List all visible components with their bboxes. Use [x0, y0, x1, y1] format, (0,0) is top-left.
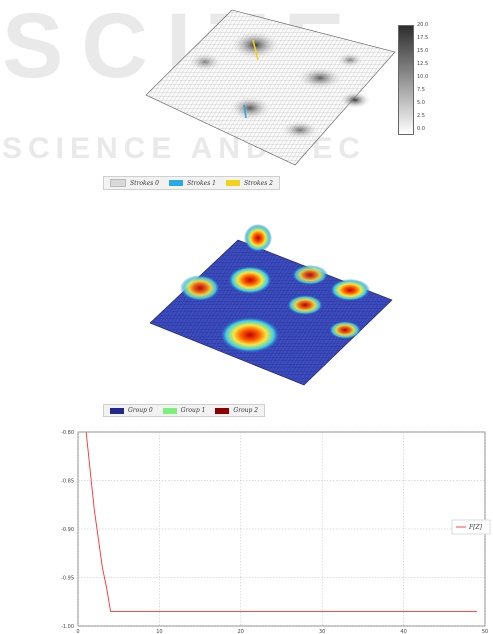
colorbar-tick: 5.0 [417, 100, 425, 106]
stroke-2-line [252, 39, 259, 61]
groups-legend: Group 0 Group 1 Group 2 [103, 404, 266, 417]
series-line [85, 431, 477, 612]
legend-item: Strokes 2 [226, 180, 273, 187]
x-tick-label: 50 [482, 629, 488, 634]
legend-swatch [110, 407, 124, 414]
colorbar-tick: 12.5 [417, 61, 429, 67]
y-tick-label: -0.85 [61, 479, 74, 485]
legend-label: Group 2 [233, 407, 259, 414]
colorbar-tick: 7.5 [417, 87, 425, 93]
colorbar-tick: 20.0 [417, 22, 429, 28]
legend-item: Strokes 1 [169, 180, 216, 187]
legend-item: Strokes 0 [110, 179, 159, 187]
chart-legend-box [451, 519, 491, 535]
colorbar-tick: 0.0 [417, 126, 425, 132]
legend-swatch [162, 407, 177, 414]
x-tick-label: 20 [238, 629, 244, 634]
legend-item: Group 2 [215, 407, 258, 414]
legend-item: Group 1 [162, 407, 206, 414]
y-tick-label: -0.90 [61, 527, 74, 533]
grayscale-surface [145, 9, 396, 166]
legend-label: F[Z] [468, 524, 483, 531]
legend-label: Group 0 [128, 407, 153, 414]
surface-plot-grayscale [145, 9, 396, 166]
colorbar-tick: 10.0 [417, 74, 429, 80]
colorbar-tick: 17.5 [417, 35, 429, 41]
surface-plot-color [149, 224, 393, 386]
strokes-legend: Strokes 0 Strokes 1 Strokes 2 [103, 176, 280, 190]
stroke-1-line [243, 104, 247, 119]
x-tick-label: 40 [400, 629, 406, 634]
y-tick-label: -0.95 [61, 576, 74, 582]
y-tick-label: -1.00 [61, 624, 74, 630]
legend-swatch [169, 180, 183, 186]
color-surface [149, 224, 393, 386]
legend-swatch [215, 407, 230, 414]
y-tick-label: -0.80 [61, 430, 74, 436]
colorbar [398, 25, 414, 135]
legend-label: Strokes 2 [244, 179, 273, 187]
legend-label: Strokes 0 [130, 179, 159, 187]
legend-swatch [226, 180, 240, 186]
legend-swatch [110, 179, 126, 187]
colorbar-tick: 2.5 [417, 113, 425, 119]
x-tick-label: 10 [156, 629, 162, 634]
legend-label: Strokes 1 [187, 179, 216, 187]
colorbar-tick: 15.0 [417, 48, 429, 54]
legend-item: Group 0 [110, 407, 153, 414]
x-tick-label: 0 [76, 629, 79, 634]
x-tick-label: 30 [319, 629, 325, 634]
legend-label: Group 1 [180, 407, 206, 414]
